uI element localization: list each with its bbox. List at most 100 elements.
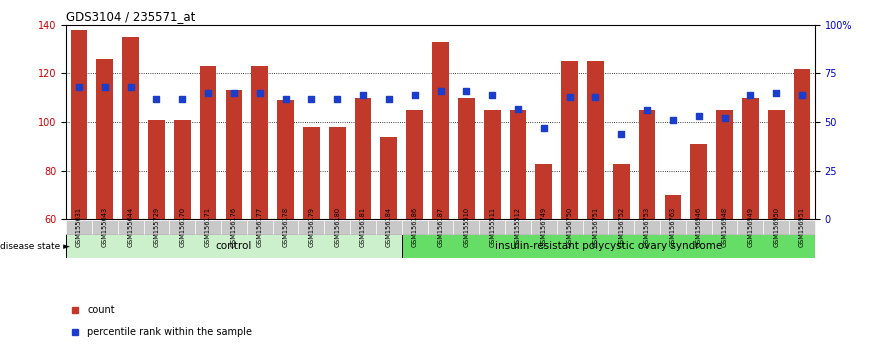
Text: GSM156180: GSM156180 bbox=[334, 207, 340, 247]
Point bbox=[563, 94, 577, 99]
Bar bbox=[536, 164, 552, 219]
Text: percentile rank within the sample: percentile rank within the sample bbox=[87, 327, 252, 337]
Point bbox=[253, 90, 267, 96]
Point bbox=[485, 92, 500, 98]
Text: GSM156178: GSM156178 bbox=[283, 207, 289, 247]
Point bbox=[433, 88, 448, 94]
Bar bbox=[96, 59, 113, 219]
FancyBboxPatch shape bbox=[557, 220, 582, 234]
Text: GSM156752: GSM156752 bbox=[618, 207, 625, 247]
Text: GSM156951: GSM156951 bbox=[799, 207, 805, 247]
Point bbox=[98, 84, 112, 90]
Text: control: control bbox=[216, 241, 252, 251]
FancyBboxPatch shape bbox=[118, 220, 144, 234]
FancyBboxPatch shape bbox=[427, 220, 454, 234]
Text: GSM156946: GSM156946 bbox=[696, 207, 702, 247]
Bar bbox=[432, 42, 449, 219]
Text: GSM156184: GSM156184 bbox=[386, 207, 392, 247]
Text: insulin-resistant polycystic ovary syndrome: insulin-resistant polycystic ovary syndr… bbox=[495, 241, 722, 251]
FancyBboxPatch shape bbox=[221, 220, 247, 234]
Bar bbox=[148, 120, 165, 219]
Point bbox=[408, 92, 422, 98]
FancyBboxPatch shape bbox=[324, 220, 350, 234]
FancyBboxPatch shape bbox=[92, 220, 118, 234]
Point bbox=[175, 96, 189, 102]
FancyBboxPatch shape bbox=[660, 220, 685, 234]
FancyBboxPatch shape bbox=[169, 220, 196, 234]
Text: GSM155510: GSM155510 bbox=[463, 207, 470, 247]
Bar bbox=[794, 69, 811, 219]
Point bbox=[356, 92, 370, 98]
FancyBboxPatch shape bbox=[634, 220, 660, 234]
Text: GSM156177: GSM156177 bbox=[256, 207, 263, 247]
Bar bbox=[613, 164, 630, 219]
Text: GDS3104 / 235571_at: GDS3104 / 235571_at bbox=[66, 10, 196, 23]
FancyBboxPatch shape bbox=[196, 220, 221, 234]
Bar bbox=[122, 37, 139, 219]
Bar bbox=[691, 144, 707, 219]
FancyBboxPatch shape bbox=[376, 220, 402, 234]
Bar bbox=[716, 110, 733, 219]
Point bbox=[537, 125, 551, 131]
Point bbox=[744, 92, 758, 98]
Text: GSM156170: GSM156170 bbox=[179, 207, 185, 247]
FancyBboxPatch shape bbox=[66, 234, 402, 258]
FancyBboxPatch shape bbox=[685, 220, 712, 234]
Point bbox=[769, 90, 783, 96]
FancyBboxPatch shape bbox=[737, 220, 763, 234]
Point bbox=[666, 117, 680, 123]
Text: GSM155644: GSM155644 bbox=[128, 207, 134, 247]
FancyBboxPatch shape bbox=[66, 220, 92, 234]
Text: GSM156750: GSM156750 bbox=[566, 207, 573, 247]
FancyBboxPatch shape bbox=[272, 220, 299, 234]
Point bbox=[795, 92, 809, 98]
FancyBboxPatch shape bbox=[609, 220, 634, 234]
Text: GSM155511: GSM155511 bbox=[489, 207, 495, 247]
FancyBboxPatch shape bbox=[402, 234, 815, 258]
Text: GSM156181: GSM156181 bbox=[360, 207, 366, 247]
FancyBboxPatch shape bbox=[247, 220, 272, 234]
Point bbox=[640, 108, 654, 113]
FancyBboxPatch shape bbox=[144, 220, 169, 234]
Bar bbox=[303, 127, 320, 219]
Text: GSM156179: GSM156179 bbox=[308, 207, 315, 247]
Text: GSM156171: GSM156171 bbox=[205, 207, 211, 247]
FancyBboxPatch shape bbox=[479, 220, 505, 234]
Bar bbox=[561, 61, 578, 219]
Text: GSM156187: GSM156187 bbox=[438, 207, 443, 247]
Bar bbox=[458, 98, 475, 219]
Bar bbox=[509, 110, 526, 219]
Point bbox=[72, 84, 86, 90]
Bar bbox=[664, 195, 681, 219]
FancyBboxPatch shape bbox=[763, 220, 789, 234]
FancyBboxPatch shape bbox=[582, 220, 609, 234]
Bar bbox=[278, 100, 294, 219]
Text: disease state ►: disease state ► bbox=[0, 241, 70, 251]
Point bbox=[304, 96, 318, 102]
Text: GSM156751: GSM156751 bbox=[592, 207, 598, 247]
Bar bbox=[639, 110, 655, 219]
Bar bbox=[406, 110, 423, 219]
Text: GSM156753: GSM156753 bbox=[644, 207, 650, 247]
Bar bbox=[174, 120, 190, 219]
Point bbox=[201, 90, 215, 96]
Point bbox=[278, 96, 292, 102]
Text: GSM156950: GSM156950 bbox=[774, 207, 779, 247]
Bar bbox=[70, 30, 87, 219]
Point bbox=[123, 84, 137, 90]
Point bbox=[511, 105, 525, 111]
FancyBboxPatch shape bbox=[531, 220, 557, 234]
FancyBboxPatch shape bbox=[712, 220, 737, 234]
Text: GSM156949: GSM156949 bbox=[747, 207, 753, 247]
Point bbox=[227, 90, 241, 96]
Bar bbox=[587, 61, 603, 219]
Text: GSM156186: GSM156186 bbox=[411, 207, 418, 247]
Point bbox=[459, 88, 473, 94]
Text: GSM155631: GSM155631 bbox=[76, 207, 82, 247]
Text: GSM156749: GSM156749 bbox=[541, 207, 547, 247]
FancyBboxPatch shape bbox=[505, 220, 531, 234]
FancyBboxPatch shape bbox=[299, 220, 324, 234]
Point bbox=[150, 96, 164, 102]
Text: GSM156763: GSM156763 bbox=[670, 207, 676, 247]
FancyBboxPatch shape bbox=[350, 220, 376, 234]
